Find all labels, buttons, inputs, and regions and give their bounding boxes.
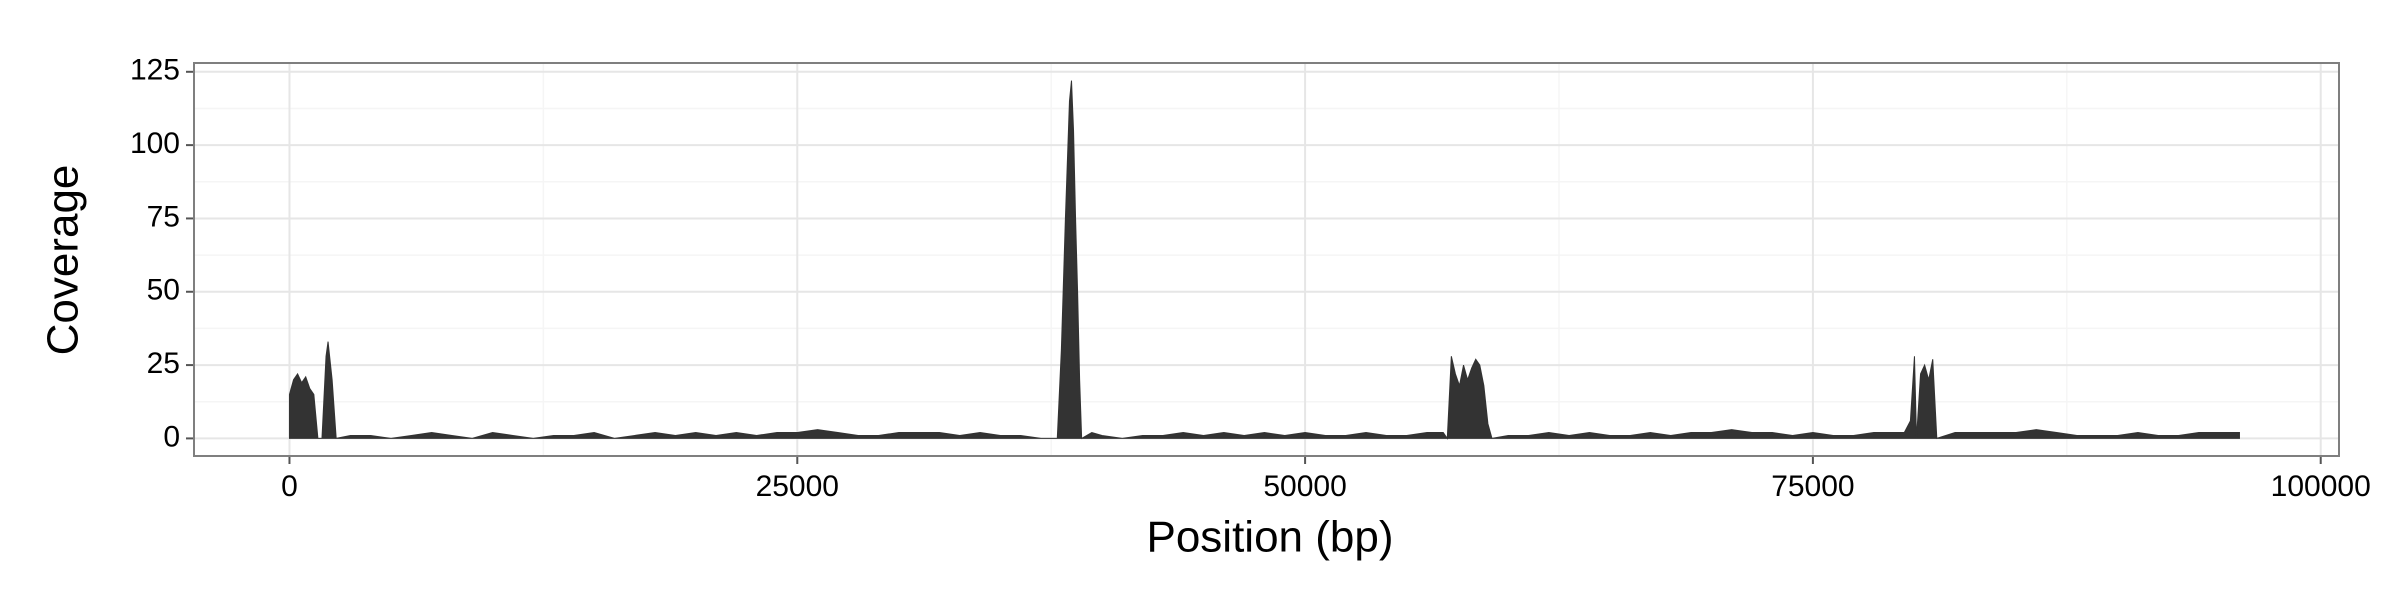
x-tick-label: 75000 [1771, 470, 1854, 503]
y-axis-title: Coverage [39, 165, 88, 356]
y-tick-label: 75 [147, 200, 180, 233]
x-axis-title: Position (bp) [1146, 513, 1393, 562]
x-tick-label: 100000 [2271, 470, 2371, 503]
panel-background [194, 63, 2339, 456]
y-tick-label: 25 [147, 347, 180, 380]
x-tick-label: 25000 [756, 470, 839, 503]
panel-border [193, 62, 2340, 457]
y-tick-label: 125 [130, 54, 180, 87]
x-tick-label: 50000 [1263, 470, 1346, 503]
y-tick-label: 100 [130, 127, 180, 160]
coverage-area [288, 80, 2240, 440]
y-tick-label: 0 [163, 420, 180, 453]
x-tick-label: 0 [281, 470, 298, 503]
y-tick-label: 50 [147, 274, 180, 307]
